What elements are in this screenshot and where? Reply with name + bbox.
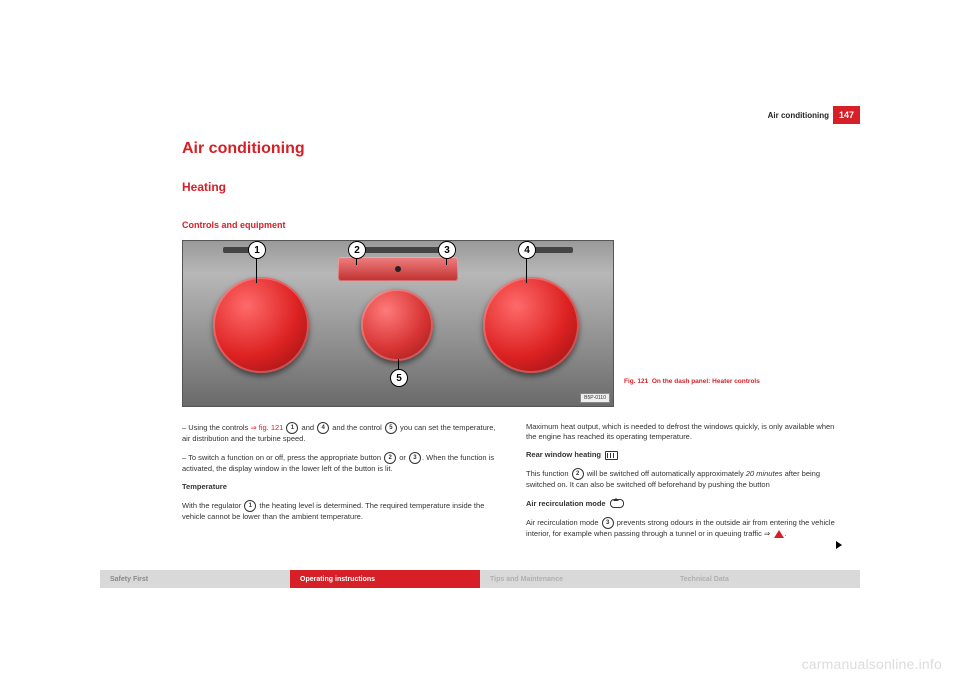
- figure-caption: Fig. 121 On the dash panel: Heater contr…: [624, 378, 824, 385]
- body-paragraph: This function 2 will be switched off aut…: [526, 468, 842, 490]
- subsection-heading: Controls and equipment: [182, 220, 286, 230]
- ref-badge-3: 3: [602, 517, 614, 529]
- tab-operating: Operating instructions: [290, 570, 480, 588]
- tab-tips: Tips and Maintenance: [480, 570, 670, 588]
- ref-badge-5: 5: [385, 422, 397, 434]
- watermark: carmanualsonline.info: [802, 656, 942, 672]
- callout-3: 3: [438, 241, 456, 259]
- recirculation-icon: [610, 499, 624, 508]
- left-column: – Using the controls ⇒ fig. 121 1 and 4 …: [182, 422, 498, 547]
- instruction-item: – Using the controls ⇒ fig. 121 1 and 4 …: [182, 422, 498, 444]
- section-heading: Heating: [182, 180, 226, 194]
- callout-4: 4: [518, 241, 536, 259]
- instruction-item: – To switch a function on or off, press …: [182, 452, 498, 474]
- vent-slot: [533, 247, 573, 253]
- footer-tabs: Safety First Operating instructions Tips…: [100, 570, 860, 588]
- body-columns: – Using the controls ⇒ fig. 121 1 and 4 …: [182, 422, 842, 547]
- callout-1: 1: [248, 241, 266, 259]
- leader-line: [256, 257, 257, 283]
- image-id-badge: B5P-0110: [580, 393, 610, 403]
- leader-line: [526, 257, 527, 283]
- temperature-dial: [213, 277, 309, 373]
- warning-icon: [774, 530, 784, 538]
- figure-panel: 1 2 3 4 5 B5P-0110: [182, 240, 614, 407]
- continue-arrow-icon: [836, 541, 842, 549]
- figure-caption-text: On the dash panel: Heater controls: [652, 378, 760, 385]
- callout-5: 5: [390, 369, 408, 387]
- ref-badge-1: 1: [286, 422, 298, 434]
- figure-number: Fig. 121: [624, 378, 648, 385]
- tab-safety: Safety First: [100, 570, 290, 588]
- page-number-badge: 147: [833, 106, 860, 124]
- callout-2: 2: [348, 241, 366, 259]
- body-paragraph: With the regulator 1 the heating level i…: [182, 500, 498, 522]
- right-column: Maximum heat output, which is needed to …: [526, 422, 842, 547]
- page-title: Air conditioning: [182, 140, 305, 158]
- running-header: Air conditioning 147: [768, 106, 860, 124]
- paragraph-heading: Rear window heating: [526, 450, 842, 460]
- paragraph-heading: Temperature: [182, 482, 498, 492]
- body-paragraph: Air recirculation mode 3 prevents strong…: [526, 517, 842, 539]
- ref-badge-3: 3: [409, 452, 421, 464]
- ref-badge-2: 2: [384, 452, 396, 464]
- ref-badge-4: 4: [317, 422, 329, 434]
- fan-dial: [361, 289, 433, 361]
- chapter-label: Air conditioning: [768, 111, 829, 120]
- ref-badge-1: 1: [244, 500, 256, 512]
- body-paragraph: Maximum heat output, which is needed to …: [526, 422, 842, 442]
- vent-slot: [353, 247, 443, 253]
- rear-window-icon: [605, 451, 618, 460]
- distribution-dial: [483, 277, 579, 373]
- ref-badge-2: 2: [572, 468, 584, 480]
- figure-ref: ⇒ fig. 121: [250, 423, 283, 432]
- tab-technical: Technical Data: [670, 570, 860, 588]
- paragraph-heading: Air recirculation mode: [526, 499, 842, 509]
